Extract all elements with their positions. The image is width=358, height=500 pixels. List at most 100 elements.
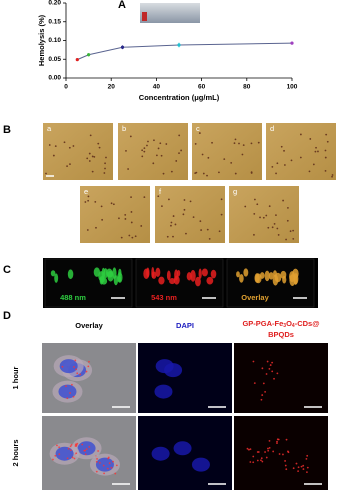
cell-dot: [283, 164, 286, 166]
cell-dot: [253, 213, 256, 215]
probe-dot: [297, 466, 300, 469]
x-tick-label: 100: [287, 84, 298, 91]
probe-dot: [261, 460, 264, 463]
probe-dot: [260, 398, 263, 401]
cell-dot: [125, 149, 127, 152]
micrograph: [43, 123, 113, 180]
probe-dot: [276, 440, 278, 443]
cell-dot: [324, 156, 327, 159]
cell-dot: [189, 200, 192, 203]
cell-dot: [52, 154, 55, 157]
cell-dot: [211, 141, 213, 144]
y-tick-label: 0.10: [48, 37, 61, 44]
panel-label: B: [3, 124, 11, 136]
channel-frame: [226, 258, 315, 308]
cell-dot: [234, 172, 237, 175]
probe-dot: [257, 451, 260, 453]
vial-positive: [142, 12, 147, 21]
fluorescence-image: [138, 343, 232, 413]
cell-dot: [89, 134, 92, 137]
fluorescence-image: [234, 343, 328, 413]
cell-dot: [100, 205, 103, 208]
cell-dot: [129, 135, 132, 138]
y-tick-label: 0.20: [48, 0, 61, 7]
probe-dot: [102, 464, 105, 467]
cell-dot: [86, 229, 89, 231]
cell-dot: [110, 202, 113, 205]
probe-dot: [66, 397, 69, 400]
probe-dot: [260, 457, 263, 460]
cell-dot: [93, 155, 96, 158]
cell-dot: [233, 142, 236, 145]
probe-dot: [252, 461, 255, 464]
cell-dot: [175, 160, 178, 162]
fluor-blob: [259, 272, 265, 279]
cell-dot: [265, 214, 268, 217]
fluor-blob: [166, 270, 171, 281]
probe-dot: [69, 449, 72, 452]
cell-dot: [220, 213, 223, 216]
cell-dot: [194, 143, 197, 145]
fluor-blob: [289, 271, 296, 283]
cell-dot: [162, 172, 165, 175]
probe-dot: [252, 360, 255, 363]
fluor-blob: [155, 267, 161, 277]
probe-dot: [58, 446, 61, 449]
data-point: [177, 43, 181, 47]
cell-dot: [290, 159, 293, 162]
nucleus: [173, 441, 192, 456]
fluor-blob: [190, 269, 196, 282]
probe-dot: [302, 468, 305, 470]
cell-dot: [182, 213, 185, 216]
fluor-blob: [54, 273, 59, 283]
cell-dot: [268, 205, 271, 208]
probe-dot: [52, 458, 54, 461]
nucleus: [151, 446, 170, 461]
probe-dot: [69, 445, 72, 448]
y-axis-label: Hemolysis (%): [37, 14, 46, 66]
cell-dot: [66, 165, 68, 167]
cell-dot: [165, 143, 168, 145]
cell-dot: [63, 141, 66, 144]
cell-dot: [220, 198, 223, 201]
channel-label: Overlay: [241, 293, 269, 302]
data-line: [77, 42, 293, 61]
cell-dot: [276, 162, 279, 165]
cell-dot: [331, 175, 333, 178]
row-label: 2 hours: [11, 439, 20, 466]
probe-dot: [72, 395, 75, 398]
probe-dot: [66, 457, 69, 460]
cell-dot: [262, 216, 265, 219]
image-letter: a: [47, 124, 52, 133]
micrograph: [118, 123, 188, 180]
cell-dot: [91, 155, 94, 158]
probe-dot: [107, 456, 110, 459]
cell-dot: [201, 153, 204, 156]
data-point: [87, 53, 91, 57]
data-point: [120, 45, 125, 49]
probe-dot: [284, 464, 287, 467]
cell-dot: [287, 207, 289, 209]
image-letter: c: [196, 124, 200, 133]
probe-dot: [300, 465, 303, 468]
cell-dot: [170, 170, 173, 173]
cell-dot: [48, 144, 51, 146]
probe-dot: [74, 445, 77, 447]
cell-dot: [199, 220, 202, 223]
micrograph: [192, 123, 262, 180]
probe-dot: [306, 454, 309, 457]
cell-dot: [159, 142, 162, 145]
cell-dot: [283, 149, 285, 152]
probe-dot: [114, 472, 117, 475]
cell-dot: [285, 238, 287, 241]
cell-dot: [207, 156, 210, 159]
probe-dot: [58, 453, 61, 456]
fluor-blob: [239, 273, 244, 283]
nucleus: [154, 384, 173, 399]
probe-dot: [256, 459, 259, 462]
cell-dot: [155, 154, 158, 157]
cell-dot: [174, 223, 177, 226]
cell-dot: [280, 145, 283, 148]
probe-dot: [267, 447, 269, 450]
cell-dot: [172, 215, 175, 217]
